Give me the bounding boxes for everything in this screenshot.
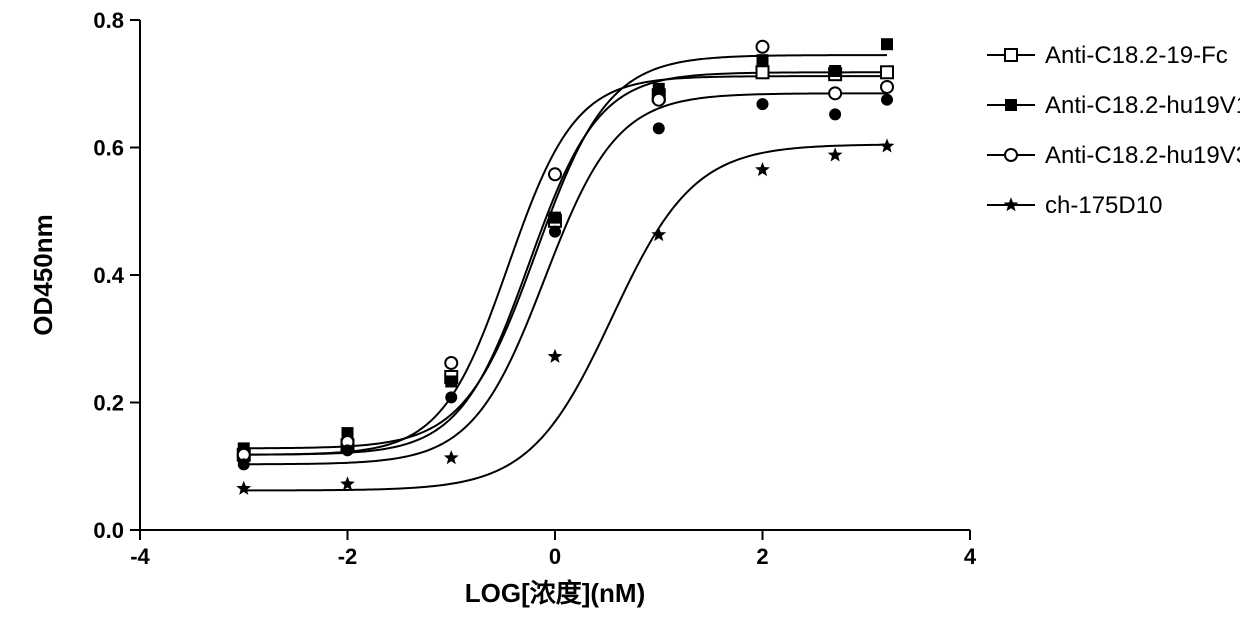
svg-text:ch-175D10: ch-175D10 [1045,192,1162,219]
dose-response-chart: 0.0 0.2 0.4 0.6 0.8 -4 -2 0 2 4 OD450nm LOG[浓度](nM)… [0,0,1240,618]
svg-text:0.8: 0.8 [93,8,124,33]
svg-text:4: 4 [964,544,977,569]
svg-text:0.4: 0.4 [93,263,124,288]
svg-text:Anti-C18.2-19-Fc: Anti-C18.2-19-Fc [1045,42,1228,69]
svg-text:Anti-C18.2-hu19V3-Fc: Anti-C18.2-hu19V3-Fc [1045,142,1240,169]
svg-text:LOG[浓度](nM): LOG[浓度](nM) [465,578,646,608]
svg-text:OD450nm: OD450nm [28,214,58,335]
svg-text:0.0: 0.0 [93,518,124,543]
svg-text:Anti-C18.2-hu19V1-Fc: Anti-C18.2-hu19V1-Fc [1045,92,1240,119]
svg-text:0: 0 [549,544,561,569]
chart-svg: 0.0 0.2 0.4 0.6 0.8 -4 -2 0 2 4 OD450nm LOG[浓度](nM)… [0,0,1240,618]
svg-text:-2: -2 [338,544,358,569]
svg-text:2: 2 [756,544,768,569]
svg-text:0.2: 0.2 [93,391,124,416]
svg-text:0.6: 0.6 [93,136,124,161]
svg-text:-4: -4 [130,544,150,569]
